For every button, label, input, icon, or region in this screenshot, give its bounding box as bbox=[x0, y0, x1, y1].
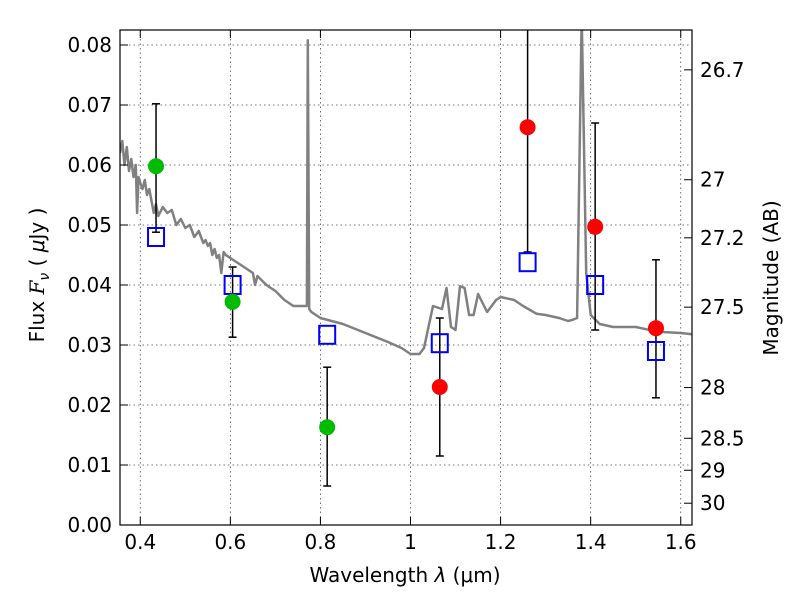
y-tick-label: 0.01 bbox=[67, 453, 112, 477]
tick-labels: 0.4 0.6 0.8 1 1.2 1.4 1.6 0.00 0.01 0.02 0.03 0.04 0… bbox=[67, 33, 744, 554]
model-photometry-square bbox=[430, 333, 449, 354]
observed-flux-point bbox=[148, 158, 165, 175]
x-tick-label: 1.6 bbox=[665, 530, 697, 554]
x-tick-label: 0.4 bbox=[124, 530, 156, 554]
model-photometry-square bbox=[147, 227, 166, 247]
plot-area-frame bbox=[119, 29, 693, 526]
y-tick-label: 0.02 bbox=[67, 393, 112, 417]
observed-flux-point bbox=[319, 419, 336, 436]
spectrum-layer bbox=[120, 30, 692, 356]
secondary-y-axis-title: Magnitude (AB) bbox=[759, 200, 783, 355]
y2-tick-label: 27.2 bbox=[700, 226, 745, 250]
y-tick-label: 0.08 bbox=[67, 33, 112, 57]
model-photometry-square bbox=[646, 341, 665, 361]
x-tick-label: 1.2 bbox=[485, 530, 517, 554]
y-tick-label: 0.04 bbox=[67, 273, 112, 297]
x-tick-label: 1.4 bbox=[575, 530, 607, 554]
x-tick-label: 1 bbox=[404, 530, 417, 554]
y2-tick-label: 28.5 bbox=[700, 426, 745, 450]
y2-tick-label: 27 bbox=[700, 168, 725, 192]
x-tick-label: 0.6 bbox=[214, 530, 246, 554]
model-photometry-square bbox=[318, 324, 337, 345]
y2-tick-label: 26.7 bbox=[700, 58, 745, 82]
ticks bbox=[120, 30, 692, 526]
model-photometry-square bbox=[586, 275, 605, 295]
observed-flux-point bbox=[431, 379, 448, 395]
y-tick-label: 0.00 bbox=[67, 513, 112, 537]
grid bbox=[120, 30, 692, 526]
y2-tick-label: 28 bbox=[700, 376, 725, 400]
y-axis-title: Flux Fν ( μJy ) bbox=[25, 208, 53, 343]
x-axis-title: Wavelength λ (μm) bbox=[309, 563, 500, 587]
observed-flux-point bbox=[587, 218, 604, 235]
y-tick-label: 0.07 bbox=[67, 93, 112, 117]
y2-tick-label: 30 bbox=[700, 491, 725, 515]
y-tick-label: 0.03 bbox=[67, 333, 112, 357]
observed-flux-point bbox=[647, 320, 664, 337]
spectrum-line bbox=[120, 30, 692, 356]
x-tick-label: 0.8 bbox=[305, 530, 337, 554]
y2-tick-label: 27.5 bbox=[700, 295, 745, 319]
y2-tick-label: 29 bbox=[700, 458, 725, 482]
model-photometry-square bbox=[518, 252, 537, 273]
y-tick-label: 0.05 bbox=[67, 213, 112, 237]
y-tick-label: 0.06 bbox=[67, 153, 112, 177]
observed-flux-point bbox=[519, 119, 536, 136]
markers bbox=[147, 119, 665, 436]
observed-flux-point bbox=[224, 293, 241, 310]
